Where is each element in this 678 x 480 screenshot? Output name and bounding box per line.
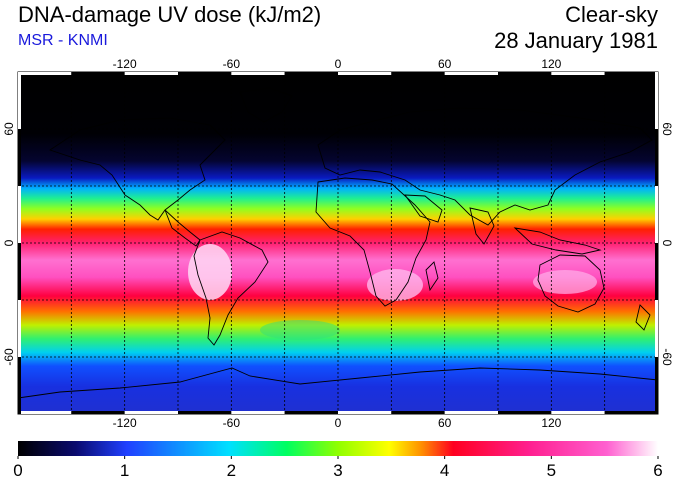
north-america-outline	[48, 117, 226, 221]
frame-band-top	[444, 72, 498, 75]
frame-band-right	[655, 186, 658, 243]
longitude-tick-label-bottom: -120	[113, 416, 137, 430]
greenland-outline	[239, 87, 293, 123]
australia-outline	[537, 254, 605, 313]
colorbar-tick-label: 0	[13, 461, 22, 480]
frame-band-top	[498, 72, 552, 75]
frame-band-top	[604, 72, 658, 75]
longitude-tick-label-top: -120	[113, 57, 137, 71]
antarctica-outline	[18, 367, 658, 399]
frame-band-bottom	[231, 411, 285, 414]
latitude-tick-label-left: 0	[2, 239, 16, 246]
new-zealand-outline	[635, 304, 651, 331]
colorbar-tick-label: 3	[333, 461, 342, 480]
madagascar-outline	[425, 261, 439, 292]
frame-band-left	[18, 357, 21, 414]
colorbar-tick-label: 1	[120, 461, 129, 480]
longitude-tick-label-bottom: 0	[335, 416, 342, 430]
frame-band-top	[338, 72, 392, 75]
high-dose-patch-andes	[188, 244, 232, 300]
frame-band-bottom	[71, 411, 125, 414]
africa-outline	[315, 177, 431, 307]
frame-band-top	[551, 72, 605, 75]
map-title: DNA-damage UV dose (kJ/m2)	[18, 2, 322, 27]
frame-band-bottom	[444, 411, 498, 414]
europe-asia-outline	[317, 107, 653, 226]
longitude-tick-label-top: 0	[335, 57, 342, 71]
frame-band-bottom	[498, 411, 552, 414]
frame-band-left	[18, 186, 21, 243]
latitude-tick-label-right: 60	[660, 122, 674, 136]
colorbar-tick-label: 6	[653, 461, 662, 480]
colorbar	[18, 441, 658, 456]
frame-band-right	[655, 129, 658, 186]
frame-band-top	[71, 72, 125, 75]
longitude-tick-label-top: 120	[541, 57, 561, 71]
frame-band-top	[178, 72, 232, 75]
frame-band-left	[18, 243, 21, 300]
latitude-tick-label-right: -60	[660, 348, 674, 366]
data-source-label: MSR - KNMI	[18, 32, 108, 49]
longitude-tick-label-bottom: -60	[223, 416, 241, 430]
frame-band-left	[18, 300, 21, 357]
latitude-tick-label-right: 0	[660, 240, 674, 247]
longitude-tick-label-top: -60	[223, 57, 241, 71]
frame-band-bottom	[284, 411, 338, 414]
frame-band-top	[124, 72, 178, 75]
frame-band-top	[231, 72, 285, 75]
frame-band-left	[18, 129, 21, 186]
arabia-outline	[404, 194, 443, 223]
frame-band-bottom	[124, 411, 178, 414]
colorbar-tick-label: 4	[440, 461, 449, 480]
frame-band-bottom	[551, 411, 605, 414]
frame-band-left	[18, 72, 21, 129]
high-dose-patch-africa	[367, 269, 423, 301]
longitude-tick-label-bottom: 60	[438, 416, 452, 430]
frame-band-right	[655, 72, 658, 129]
longitude-tick-label-top: 60	[438, 57, 452, 71]
sky-condition-label: Clear-sky	[565, 2, 658, 27]
date-label: 28 January 1981	[494, 28, 658, 53]
frame-band-top	[391, 72, 445, 75]
frame-band-right	[655, 243, 658, 300]
southeast-asia-islands-outline	[513, 227, 602, 255]
frame-band-bottom	[391, 411, 445, 414]
frame-band-right	[655, 300, 658, 357]
south-america-outline	[193, 231, 269, 346]
longitude-tick-label-bottom: 120	[541, 416, 561, 430]
india-outline	[469, 207, 495, 245]
green-patch-south-atlantic	[260, 320, 340, 340]
colorbar-tick-label: 5	[547, 461, 556, 480]
frame-band-bottom	[338, 411, 392, 414]
latitude-tick-label-left: -60	[2, 348, 16, 366]
frame-band-bottom	[178, 411, 232, 414]
high-dose-patch-australia	[533, 270, 597, 294]
colorbar-tick-label: 2	[227, 461, 236, 480]
latitude-tick-label-left: 60	[2, 122, 16, 136]
frame-band-top	[18, 72, 72, 75]
frame-band-bottom	[18, 411, 72, 414]
frame-band-top	[284, 72, 338, 75]
frame-band-right	[655, 357, 658, 414]
frame-band-bottom	[604, 411, 658, 414]
